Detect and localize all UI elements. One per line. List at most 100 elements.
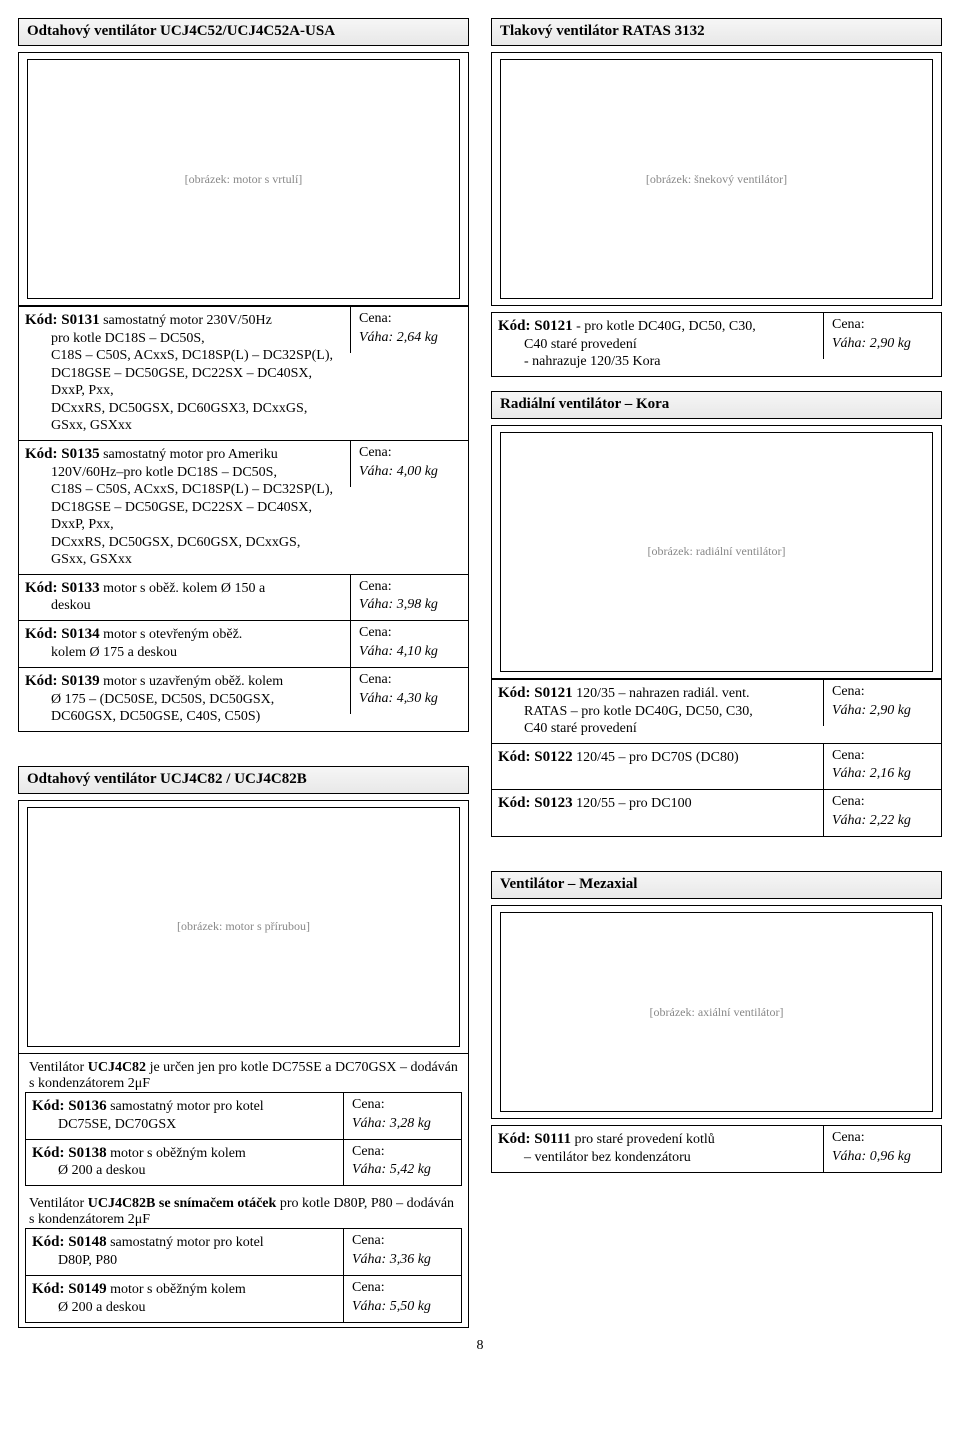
entry-s0121-kora: Kód: S0121 120/35 – nahrazen radiál. ven… — [491, 679, 942, 744]
entry-s0122: Kód: S0122 120/45 – pro DC70S (DC80) Cen… — [491, 744, 942, 791]
entry-s0139: Kód: S0139 motor s uzavřeným oběž. kolem… — [19, 668, 468, 731]
entry-cena: Cena: — [359, 671, 460, 690]
entry-s0131: Kód: S0131 samostatný motor 230V/50Hz pr… — [19, 306, 468, 441]
product-image: [obrázek: motor s vrtulí] — [27, 59, 460, 299]
entry-code: Kód: S0148 — [32, 1234, 107, 1250]
entry-vaha: Váha: 2,90 kg — [832, 702, 933, 721]
entry-s0123: Kód: S0123 120/55 – pro DC100 Cena: Váha… — [491, 790, 942, 837]
panel-title: Odtahový ventilátor UCJ4C82 / UCJ4C82B — [18, 766, 469, 794]
panel-ucj4c82: Odtahový ventilátor UCJ4C82 / UCJ4C82B [… — [18, 766, 469, 1328]
entry-desc: C40 staré provedení - nahrazuje 120/35 K… — [498, 336, 807, 371]
panel-mezaxial: Ventilátor – Mezaxial [obrázek: axiální … — [491, 871, 942, 1173]
entry-vaha: Váha: 3,28 kg — [352, 1115, 453, 1134]
panel-title: Tlakový ventilátor RATAS 3132 — [491, 18, 942, 46]
entry-desc: D80P, P80 — [32, 1252, 327, 1270]
entry-line1: 120/35 – nahrazen radiál. vent. — [576, 686, 749, 701]
entry-s0138: Kód: S0138 motor s oběžným kolem Ø 200 a… — [25, 1140, 462, 1187]
entry-cena: Cena: — [352, 1096, 453, 1115]
entry-cena: Cena: — [832, 747, 933, 766]
panel-title: Radiální ventilátor – Kora — [491, 391, 942, 419]
image-placeholder: [obrázek: motor s vrtulí] — [185, 172, 303, 187]
entry-code: Kód: S0136 — [32, 1098, 107, 1114]
entry-cena: Cena: — [832, 683, 933, 702]
entry-vaha: Váha: 2,22 kg — [832, 812, 933, 831]
entry-code: Kód: S0111 — [498, 1131, 571, 1147]
entry-desc: – ventilátor bez kondenzátoru — [498, 1149, 807, 1167]
left-column: Odtahový ventilátor UCJ4C52/UCJ4C52A-USA… — [18, 18, 469, 1328]
entry-code: Kód: S0134 — [25, 626, 100, 642]
entry-desc: 120V/60Hz–pro kotle DC18S – DC50S, C18S … — [25, 464, 334, 569]
entries-frame-1: Ventilátor UCJ4C82 je určen jen pro kotl… — [18, 1054, 469, 1328]
entry-line1: - pro kotle DC40G, DC50, C30, — [576, 319, 756, 334]
entry-desc: Ø 175 – (DC50SE, DC50S, DC50GSX, DC60GSX… — [25, 691, 334, 726]
image-placeholder: [obrázek: radiální ventilátor] — [648, 544, 786, 559]
panel-body: [obrázek: motor s vrtulí] — [18, 52, 469, 306]
image-placeholder: [obrázek: motor s přírubou] — [177, 919, 310, 934]
panel-ucj4c52: Odtahový ventilátor UCJ4C52/UCJ4C52A-USA… — [18, 18, 469, 732]
entry-s0135: Kód: S0135 samostatný motor pro Ameriku … — [19, 441, 468, 575]
entry-line1: samostatný motor pro kotel — [110, 1235, 264, 1250]
entry-line1: motor s oběž. kolem Ø 150 a — [103, 581, 265, 596]
entry-cena: Cena: — [832, 316, 933, 335]
note-2: Ventilátor UCJ4C82B se snímačem otáček p… — [25, 1194, 462, 1228]
entry-desc: DC75SE, DC70GSX — [32, 1116, 327, 1134]
entry-cena: Cena: — [352, 1279, 453, 1298]
entry-cena: Cena: — [832, 793, 933, 812]
entry-cena: Cena: — [352, 1143, 453, 1162]
panel-kora: Radiální ventilátor – Kora [obrázek: rad… — [491, 391, 942, 837]
entry-vaha: Váha: 2,90 kg — [832, 335, 933, 354]
entry-desc: kolem Ø 175 a deskou — [25, 644, 334, 662]
entry-code: Kód: S0123 — [498, 795, 573, 811]
entry-code: Kód: S0121 — [498, 685, 573, 701]
entry-code: Kód: S0131 — [25, 312, 100, 328]
entry-vaha: Váha: 5,42 kg — [352, 1161, 453, 1180]
entry-s0136: Kód: S0136 samostatný motor pro kotel DC… — [25, 1092, 462, 1140]
entry-cena: Cena: — [352, 1232, 453, 1251]
right-column: Tlakový ventilátor RATAS 3132 [obrázek: … — [491, 18, 942, 1328]
entry-vaha: Váha: 4,30 kg — [359, 690, 460, 709]
entry-vaha: Váha: 2,64 kg — [359, 329, 460, 348]
image-placeholder: [obrázek: šnekový ventilátor] — [646, 172, 787, 187]
entry-line1: motor s uzavřeným oběž. kolem — [103, 674, 283, 689]
entry-desc: deskou — [25, 597, 334, 615]
panel-body: [obrázek: radiální ventilátor] — [491, 425, 942, 679]
entry-line1: 120/55 – pro DC100 — [576, 796, 692, 811]
entries-frame: Kód: S0131 samostatný motor 230V/50Hz pr… — [18, 306, 469, 732]
image-placeholder: [obrázek: axiální ventilátor] — [650, 1005, 784, 1020]
entry-desc: pro kotle DC18S – DC50S, C18S – C50S, AC… — [25, 330, 334, 435]
entry-code: Kód: S0135 — [25, 446, 100, 462]
entry-vaha: Váha: 3,36 kg — [352, 1251, 453, 1270]
entry-vaha: Váha: 4,00 kg — [359, 463, 460, 482]
panel-title: Ventilátor – Mezaxial — [491, 871, 942, 899]
entry-code: Kód: S0133 — [25, 580, 100, 596]
entry-code: Kód: S0139 — [25, 673, 100, 689]
entry-s0111: Kód: S0111 pro staré provedení kotlů – v… — [491, 1125, 942, 1173]
entry-vaha: Váha: 3,98 kg — [359, 596, 460, 615]
entry-line1: samostatný motor 230V/50Hz — [103, 313, 272, 328]
entry-s0134: Kód: S0134 motor s otevřeným oběž. kolem… — [19, 621, 468, 668]
panel-body: [obrázek: motor s přírubou] — [18, 800, 469, 1054]
entry-desc: RATAS – pro kotle DC40G, DC50, C30, C40 … — [498, 703, 807, 738]
page-number: 8 — [18, 1328, 942, 1354]
entry-desc: Ø 200 a deskou — [32, 1299, 327, 1317]
entry-code: Kód: S0122 — [498, 749, 573, 765]
entries-frame: Kód: S0121 120/35 – nahrazen radiál. ven… — [491, 679, 942, 837]
entry-line1: motor s otevřeným oběž. — [103, 627, 242, 642]
product-image: [obrázek: radiální ventilátor] — [500, 432, 933, 672]
entry-line1: samostatný motor pro kotel — [110, 1099, 264, 1114]
panel-title: Odtahový ventilátor UCJ4C52/UCJ4C52A-USA — [18, 18, 469, 46]
entry-line1: motor s oběžným kolem — [110, 1146, 246, 1161]
page-grid: Odtahový ventilátor UCJ4C52/UCJ4C52A-USA… — [18, 18, 942, 1328]
entry-line1: samostatný motor pro Ameriku — [103, 447, 278, 462]
entry-cena: Cena: — [359, 624, 460, 643]
panel-ratas: Tlakový ventilátor RATAS 3132 [obrázek: … — [491, 18, 942, 377]
product-image: [obrázek: motor s přírubou] — [27, 807, 460, 1047]
panel-body: [obrázek: axiální ventilátor] — [491, 905, 942, 1119]
entry-s0148: Kód: S0148 samostatný motor pro kotel D8… — [25, 1228, 462, 1276]
entry-cena: Cena: — [832, 1129, 933, 1148]
entry-vaha: Váha: 0,96 kg — [832, 1148, 933, 1167]
entry-desc: Ø 200 a deskou — [32, 1162, 327, 1180]
entry-code: Kód: S0121 — [498, 318, 573, 334]
entry-code: Kód: S0149 — [32, 1281, 107, 1297]
entry-cena: Cena: — [359, 310, 460, 329]
